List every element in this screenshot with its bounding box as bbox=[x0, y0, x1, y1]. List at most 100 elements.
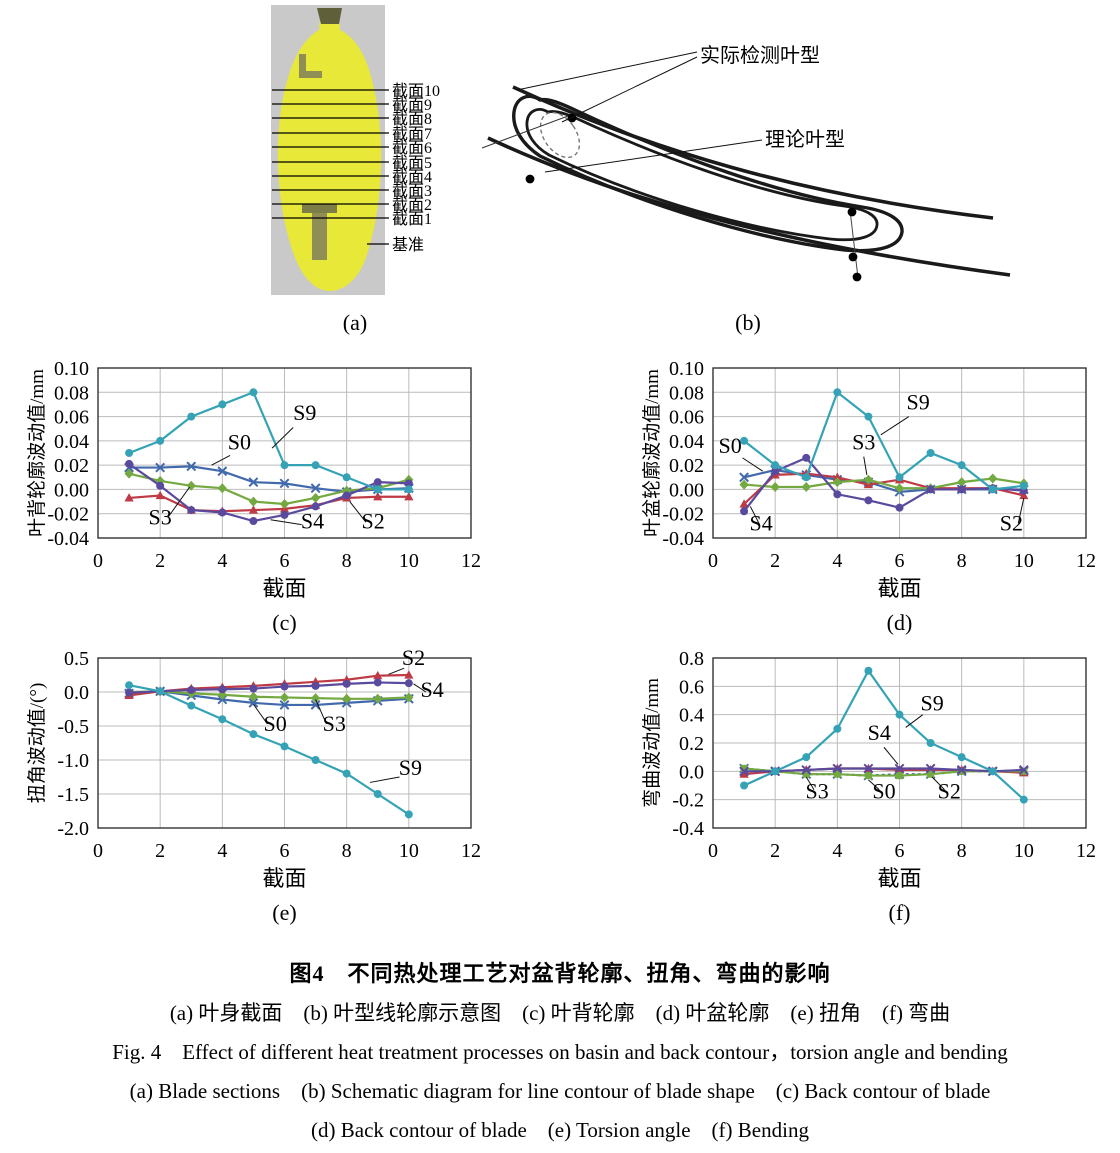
blade-bottom-cap-mark bbox=[302, 204, 337, 213]
y-tick-label: -0.04 bbox=[47, 528, 89, 550]
x-tick-label: 2 bbox=[770, 840, 780, 862]
x-tick-label: 2 bbox=[770, 550, 780, 572]
svg-text:S3: S3 bbox=[149, 505, 172, 530]
actual-profile-extension-top bbox=[512, 85, 994, 220]
svg-text:S3: S3 bbox=[806, 778, 829, 803]
x-axis-title: 截面 bbox=[877, 866, 921, 891]
x-tick-label: 10 bbox=[1014, 840, 1034, 862]
series-S0 bbox=[739, 465, 1029, 497]
y-tick-label: -0.02 bbox=[662, 504, 704, 526]
x-tick-label: 0 bbox=[708, 840, 718, 862]
y-axis-title: 弯曲波动值/mm bbox=[641, 678, 663, 808]
svg-text:S0: S0 bbox=[228, 429, 251, 454]
panel-letter-label: (f) bbox=[889, 900, 911, 925]
y-axis-title: 叶背轮廓波动值/mm bbox=[26, 369, 48, 537]
x-tick-label: 10 bbox=[399, 550, 419, 572]
x-tick-label: 8 bbox=[342, 550, 352, 572]
x-tick-label: 10 bbox=[1014, 550, 1034, 572]
svg-text:S2: S2 bbox=[1000, 511, 1023, 536]
x-tick-label: 4 bbox=[832, 550, 842, 572]
y-tick-label: -0.02 bbox=[47, 504, 89, 526]
theory-profile-outline bbox=[525, 108, 879, 242]
datum-label: 基准 bbox=[392, 236, 424, 254]
x-tick-label: 8 bbox=[957, 840, 967, 862]
series-S9 bbox=[125, 681, 413, 819]
section-label: 截面7 bbox=[392, 125, 432, 143]
y-tick-label: 0.06 bbox=[669, 407, 704, 429]
x-tick-label: 2 bbox=[155, 550, 165, 572]
series-S4 bbox=[125, 678, 413, 697]
section-label: 截面8 bbox=[392, 110, 432, 128]
series-annotation-S2: S2 bbox=[349, 501, 385, 533]
figure-captions: 图4 不同热处理工艺对盆背轮廓、扭角、弯曲的影响 (a) 叶身截面 (b) 叶型… bbox=[0, 956, 1120, 1153]
section-label: 截面10 bbox=[392, 82, 440, 100]
thin-construction-line bbox=[481, 115, 569, 149]
x-axis-title: 截面 bbox=[262, 576, 306, 601]
x-tick-label: 4 bbox=[832, 840, 842, 862]
section-label: 截面2 bbox=[392, 196, 432, 214]
series-annotation-S9: S9 bbox=[905, 690, 944, 728]
svg-text:S3: S3 bbox=[852, 429, 875, 454]
blade-silhouette bbox=[277, 8, 382, 291]
y-tick-label: 0.0 bbox=[679, 761, 704, 783]
series-annotation-S2: S2 bbox=[388, 645, 425, 675]
tick-labels: 0.100.08 0.060.040.020.00 -0.02-0.040 2 4 6 8 1… bbox=[662, 358, 1096, 572]
y-tick-label: 0.04 bbox=[669, 431, 704, 453]
svg-text:S9: S9 bbox=[293, 400, 316, 425]
x-tick-label: 12 bbox=[461, 550, 481, 572]
series-annotation-S9: S9 bbox=[880, 389, 930, 436]
series-annotation-S2: S2 bbox=[931, 776, 961, 803]
y-axis-title: 扭角波动值/(°) bbox=[26, 683, 48, 804]
x-tick-label: 6 bbox=[895, 840, 905, 862]
panel-b-label: (b) bbox=[735, 310, 761, 335]
series-annotation-S0: S0 bbox=[253, 703, 287, 736]
y-tick-label: -1.5 bbox=[57, 784, 89, 806]
series-annotation-S0: S0 bbox=[868, 778, 896, 803]
x-tick-label: 12 bbox=[1076, 840, 1096, 862]
series-S4 bbox=[125, 459, 413, 525]
panel-a-label: (a) bbox=[343, 310, 367, 335]
svg-text:S2: S2 bbox=[938, 778, 961, 803]
svg-text:S9: S9 bbox=[921, 690, 944, 715]
x-tick-label: 0 bbox=[93, 550, 103, 572]
caption-zh-title: 图4 不同热处理工艺对盆背轮廓、扭角、弯曲的影响 bbox=[289, 961, 831, 986]
chart-torsion-angle: 0.5 0.0 -0.5 -1.0 -1.5 -2.00 2 4 6 8 10 12 S2 S4 S0 S3 S… bbox=[26, 645, 481, 925]
blade-root-mark bbox=[317, 8, 342, 24]
profile-curves bbox=[487, 85, 1011, 277]
y-tick-label: 0.08 bbox=[54, 382, 89, 404]
y-tick-label: 0.06 bbox=[54, 407, 89, 429]
y-tick-label: 0.02 bbox=[669, 455, 704, 477]
plot-border bbox=[712, 367, 1087, 539]
series-annotation-S4: S4 bbox=[270, 508, 324, 533]
deviation-dashed-ellipse bbox=[539, 111, 581, 159]
y-tick-label: 0.04 bbox=[54, 431, 89, 453]
series-annotation-S3: S3 bbox=[149, 486, 191, 530]
svg-text:S2: S2 bbox=[402, 645, 425, 670]
section-label: 截面3 bbox=[392, 182, 432, 200]
gridlines bbox=[713, 657, 1086, 829]
x-tick-label: 12 bbox=[461, 840, 481, 862]
svg-text:S0: S0 bbox=[718, 433, 741, 458]
section-label: 截面1 bbox=[392, 210, 432, 228]
svg-text:S4: S4 bbox=[421, 677, 444, 702]
y-tick-label: -1.0 bbox=[57, 750, 89, 772]
section-label: 截面5 bbox=[392, 154, 432, 172]
svg-text:S4: S4 bbox=[868, 720, 891, 745]
y-axis-title: 叶盆轮廓波动值/mm bbox=[641, 369, 663, 537]
x-tick-label: 8 bbox=[957, 550, 967, 572]
x-tick-label: 6 bbox=[280, 550, 290, 572]
series-annotation-S2: S2 bbox=[1000, 497, 1025, 536]
section-label: 截面9 bbox=[392, 96, 432, 114]
series-annotation-S3: S3 bbox=[315, 699, 346, 736]
x-axis-title: 截面 bbox=[877, 576, 921, 601]
series-annotation-S3: S3 bbox=[806, 776, 829, 803]
series-annotation-S9: S9 bbox=[271, 400, 316, 449]
y-tick-label: 0.2 bbox=[679, 733, 704, 755]
theory-profile-label: 理论叶型 bbox=[765, 128, 845, 151]
y-tick-label: 0.10 bbox=[54, 358, 89, 380]
caption-zh-subpanels: (a) 叶身截面 (b) 叶型线轮廓示意图 (c) 叶背轮廓 (d) 叶盆轮廓 … bbox=[169, 1001, 951, 1025]
y-tick-label: -0.04 bbox=[662, 528, 704, 550]
annotation-leader-lines bbox=[516, 51, 763, 173]
tick-labels: 0.100.08 0.060.040.020.00 -0.02-0.040 2 4 6 8 1… bbox=[47, 358, 481, 572]
